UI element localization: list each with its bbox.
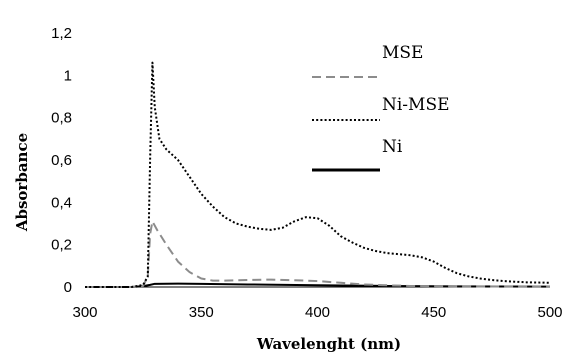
x-tick-label: 300 — [72, 304, 97, 321]
x-ticks: 300 350 400 450 500 — [72, 304, 562, 321]
series-line-mse — [85, 220, 550, 288]
y-tick-label: 1 — [64, 67, 72, 84]
y-tick-label: 0 — [64, 279, 72, 296]
y-tick-label: 0,6 — [51, 152, 72, 169]
x-tick-label: 350 — [189, 304, 214, 321]
y-ticks: 0 0,2 0,4 0,6 0,8 1 1,2 — [51, 25, 72, 296]
y-tick-label: 0,2 — [51, 237, 72, 254]
series-line-ni-mse — [85, 61, 551, 288]
x-axis-title: Wavelenght (nm) — [256, 335, 401, 353]
legend-label-mse: MSE — [382, 43, 423, 63]
y-tick-label: 0,8 — [51, 110, 72, 127]
x-tick-label: 500 — [537, 304, 562, 321]
legend: MSE Ni-MSE Ni — [312, 43, 450, 172]
series-layer — [85, 61, 551, 288]
x-tick-label: 400 — [305, 304, 330, 321]
x-tick-label: 450 — [421, 304, 446, 321]
legend-label-ni: Ni — [382, 137, 403, 157]
legend-label-ni-mse: Ni-MSE — [382, 95, 450, 115]
y-tick-label: 1,2 — [51, 25, 72, 42]
y-tick-label: 0,4 — [51, 194, 72, 211]
y-axis-title: Absorbance — [13, 133, 31, 232]
